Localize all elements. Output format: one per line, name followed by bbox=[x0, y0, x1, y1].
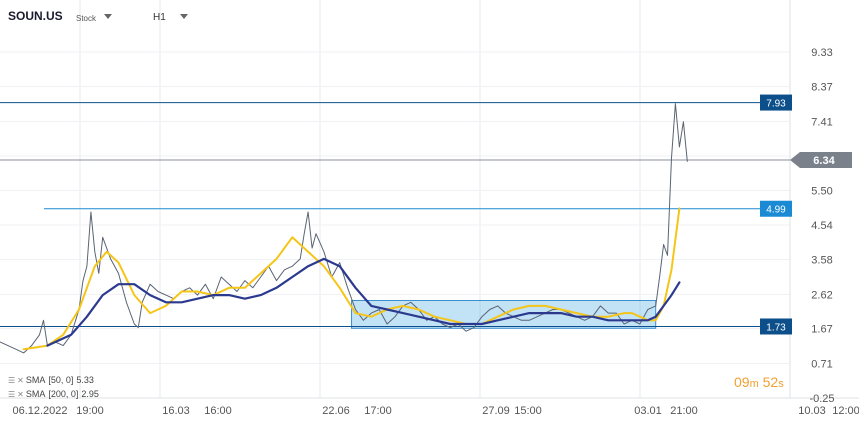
x-tick-label: 27.09 bbox=[482, 405, 510, 417]
x-tick-label: 06.12.2022 bbox=[12, 405, 67, 417]
indicator-params: [200, 0] bbox=[48, 389, 79, 399]
indicator-params: [50, 0] bbox=[48, 375, 74, 385]
candle-countdown-timer: 09m 52s bbox=[734, 374, 784, 390]
close-icon[interactable]: ✕ bbox=[17, 375, 24, 385]
indicator-value: 2.95 bbox=[81, 389, 99, 399]
timeframe-label[interactable]: H1 bbox=[153, 12, 166, 23]
y-tick-label: -0.25 bbox=[809, 393, 834, 405]
sma50-line bbox=[22, 207, 681, 351]
x-tick-label: 19:00 bbox=[76, 405, 104, 417]
y-tick-label: 7.41 bbox=[811, 116, 832, 128]
x-tick-label: 12:00 bbox=[832, 405, 859, 417]
symbol-dropdown-chevron-icon[interactable] bbox=[104, 14, 112, 19]
y-tick-label: 4.54 bbox=[811, 220, 832, 232]
y-tick-label: 9.33 bbox=[811, 47, 832, 59]
level-label-box bbox=[760, 200, 792, 217]
x-tick-label: 10.03 bbox=[798, 405, 826, 417]
indicator-label: SMA bbox=[25, 389, 46, 399]
symbol-title: SOUN.US bbox=[8, 9, 63, 23]
indicator-label: SMA bbox=[25, 375, 46, 385]
y-tick-label: 8.37 bbox=[811, 82, 832, 94]
close-icon[interactable]: ✕ bbox=[17, 389, 24, 399]
timer-seconds-unit: s bbox=[778, 378, 784, 390]
y-tick-label: 0.71 bbox=[811, 358, 832, 370]
y-tick-label: 3.58 bbox=[811, 255, 832, 267]
current-price-tag bbox=[790, 151, 852, 168]
indicator-sma50[interactable]: ☰ ✕ SMA [50, 0] 5.33 bbox=[8, 375, 94, 385]
level-label: 4.99 bbox=[766, 205, 786, 216]
y-tick-label: 1.67 bbox=[811, 324, 832, 336]
indicator-value: 5.33 bbox=[76, 375, 94, 385]
current-price-label: 6.34 bbox=[813, 155, 835, 167]
x-tick-label: 16.03 bbox=[162, 405, 190, 417]
x-tick-label: 03.01 bbox=[634, 405, 662, 417]
timer-minutes-unit: m bbox=[749, 378, 759, 390]
asset-type-label: Stock bbox=[76, 14, 97, 23]
level-label: 1.73 bbox=[766, 322, 786, 333]
sma200-line bbox=[46, 257, 681, 347]
x-tick-label: 16:00 bbox=[204, 405, 232, 417]
level-label-box bbox=[760, 94, 792, 111]
x-tick-label: 21:00 bbox=[670, 405, 698, 417]
y-tick-label: 5.50 bbox=[811, 185, 832, 197]
timer-minutes: 09 bbox=[734, 374, 750, 390]
indicator-menu-icon[interactable]: ☰ bbox=[8, 375, 15, 385]
level-label-box bbox=[760, 318, 792, 335]
timer-seconds: 52 bbox=[762, 374, 779, 390]
x-tick-label: 22.06 bbox=[322, 405, 350, 417]
level-label: 7.93 bbox=[766, 99, 786, 110]
indicator-menu-icon[interactable]: ☰ bbox=[8, 389, 15, 399]
x-tick-label: 17:00 bbox=[364, 405, 392, 417]
timeframe-dropdown-chevron-icon[interactable] bbox=[180, 14, 188, 19]
y-tick-label: 2.62 bbox=[811, 289, 832, 301]
x-tick-label: 15:00 bbox=[514, 405, 542, 417]
indicator-sma200[interactable]: ☰ ✕ SMA [200, 0] 2.95 bbox=[8, 389, 99, 399]
